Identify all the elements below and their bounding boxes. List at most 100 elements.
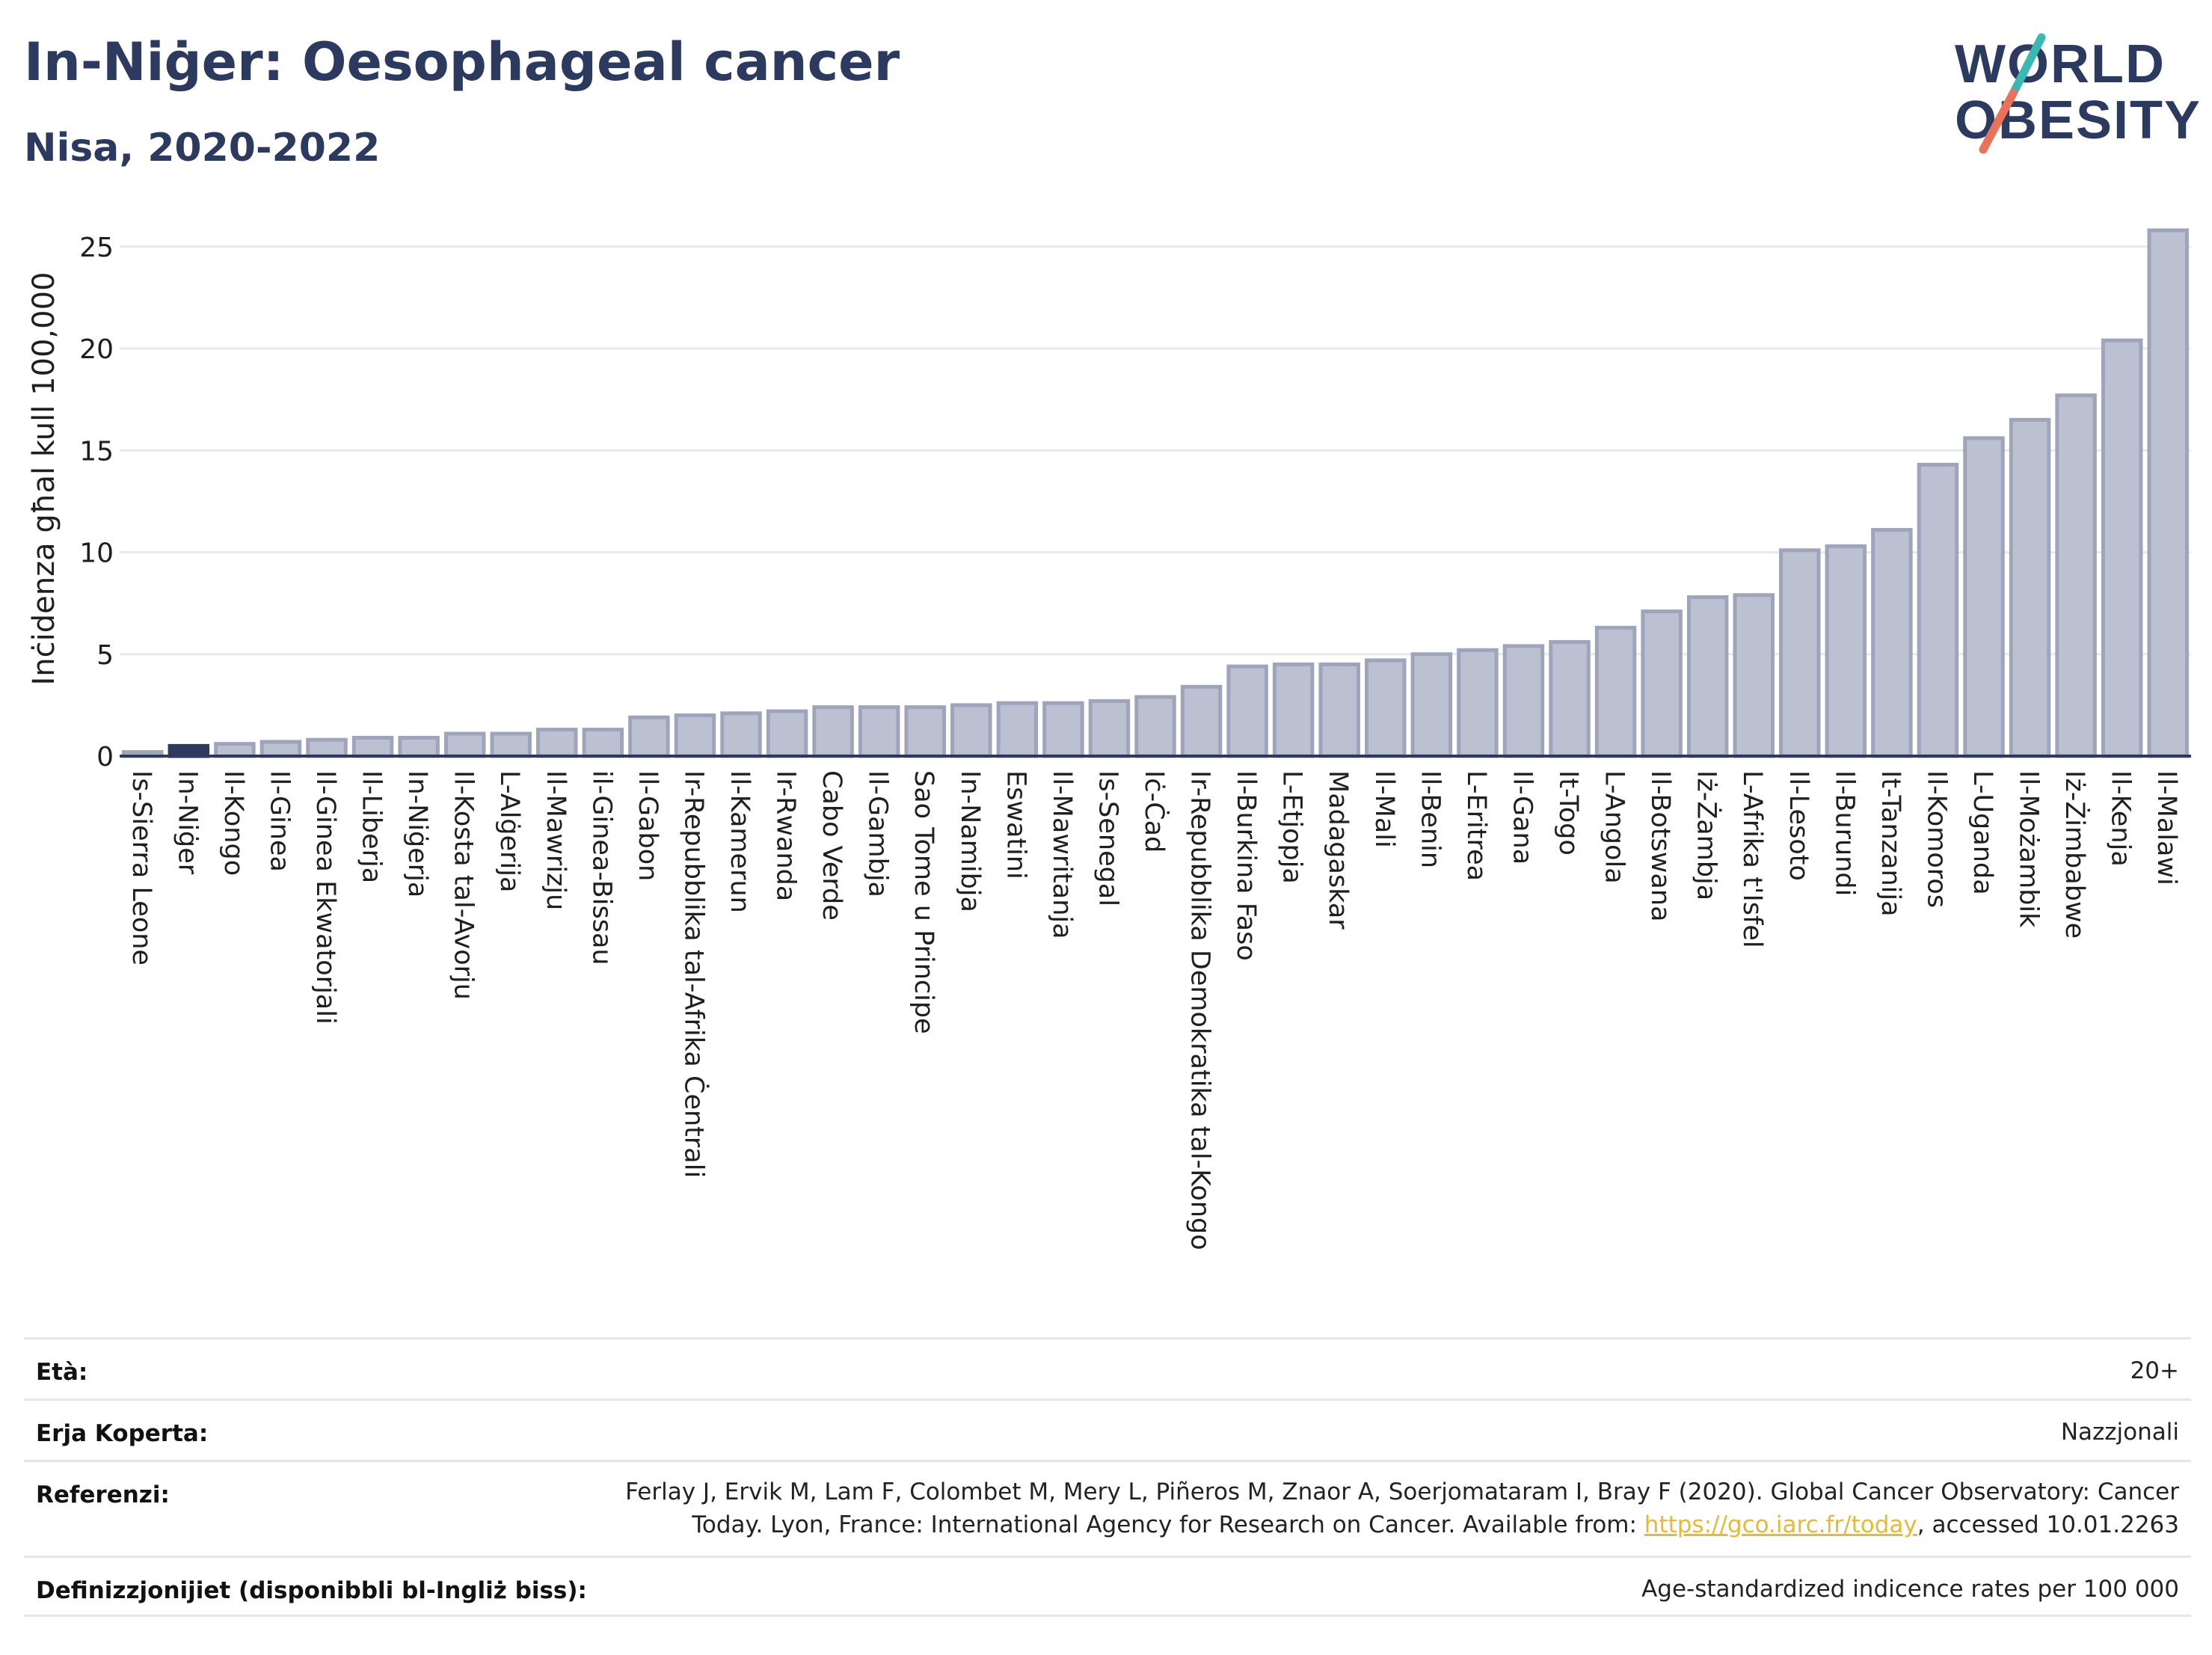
x-tick-label: Il-Komoros	[1921, 770, 1951, 908]
y-tick-label: 0	[96, 742, 114, 773]
bar	[950, 703, 992, 758]
references-text-2: Today. Lyon, France: International Agenc…	[692, 1511, 1644, 1538]
bar	[1641, 610, 1683, 758]
bar	[582, 728, 624, 758]
age-value: 20+	[2130, 1357, 2179, 1384]
x-tick-label: Il-Mawrizju	[541, 770, 571, 910]
references-link[interactable]: https://gco.iarc.fr/today	[1644, 1511, 1917, 1538]
bar	[858, 705, 900, 758]
x-tick-label: Eswatini	[1001, 770, 1030, 879]
x-tick-label: In-Niġerja	[402, 770, 432, 897]
references-text-1: Ferlay J, Ervik M, Lam F, Colombet M, Me…	[625, 1479, 2179, 1505]
page-title: In-Niġer: Oesophageal cancer	[24, 31, 900, 93]
bar	[1042, 701, 1084, 758]
bar	[1134, 695, 1176, 758]
x-tick-label: Il-Kosta tal-Avorju	[449, 770, 479, 1000]
bar	[1871, 528, 1913, 758]
bar	[1088, 698, 1131, 758]
bar	[1779, 548, 1821, 758]
bar	[628, 715, 670, 758]
bar	[490, 731, 532, 758]
x-tick-label: il-Ginea-Bissau	[586, 770, 616, 965]
bar	[1272, 662, 1315, 758]
bar-chart: 0 5 10 15 20 25 Is-Sierra Leone In-Niġer Il-Kon…	[27, 228, 2191, 1250]
bar	[306, 737, 348, 758]
x-tick-label: Ir-Repubblika tal-Afrika Ċentrali	[678, 770, 710, 1178]
world-obesity-logo: WORLD OBESITY	[1955, 33, 2199, 154]
bar	[214, 742, 256, 758]
x-tick-label: In-Namibja	[955, 770, 985, 912]
bar	[1686, 595, 1729, 758]
bar	[1917, 462, 1959, 758]
info-row-age: Età: 20+	[24, 1337, 2191, 1398]
x-tick-label: Il-Liberja	[357, 770, 387, 883]
bar	[720, 711, 762, 758]
bar	[674, 713, 716, 758]
y-tick-label: 15	[79, 436, 114, 467]
bar	[1549, 639, 1591, 758]
info-table: Età: 20+ Erja Koperta: Nazzjonali Refere…	[24, 1337, 2191, 1617]
bar	[1180, 684, 1223, 758]
x-tick-label: It-Tanzanija	[1875, 770, 1905, 917]
area-value: Nazzjonali	[2060, 1419, 2179, 1446]
bar	[812, 705, 854, 758]
bar	[2101, 338, 2143, 758]
x-tick-label: L-Uganda	[1967, 770, 1997, 895]
x-tick-label: Il-Kongo	[218, 770, 248, 876]
x-tick-label: Is-Sierra Leone	[126, 770, 156, 965]
bar	[1410, 652, 1453, 758]
x-tick-label: Il-Gambja	[863, 770, 893, 897]
bar	[536, 728, 578, 758]
bar	[1594, 625, 1637, 758]
bars	[122, 228, 2189, 758]
x-tick-label: Madagaskar	[1323, 770, 1353, 930]
bar	[398, 735, 440, 758]
logo-slash-coral	[1979, 89, 2018, 154]
x-axis-labels: Is-Sierra Leone In-Niġer Il-Kongo Il-Ginea I…	[126, 770, 2181, 1250]
area-label: Erja Koperta:	[36, 1420, 209, 1447]
x-tick-label: In-Niġer	[172, 770, 202, 875]
x-tick-label: Iż-Żimbabwe	[2059, 770, 2091, 939]
info-row-definitions: Definizzjonijiet (disponibbli bl-Ingliż …	[24, 1556, 2191, 1617]
x-tick-label: Il-Kenja	[2106, 770, 2136, 867]
x-tick-label: Ir-Rwanda	[771, 770, 801, 901]
bar	[168, 743, 210, 758]
x-tick-label: L-Eritrea	[1461, 770, 1491, 881]
bar	[1502, 644, 1545, 758]
x-tick-label: L-Alġerija	[494, 770, 524, 892]
y-tick-label: 20	[79, 334, 114, 365]
bar	[259, 740, 302, 758]
x-tick-label: Is-Senegal	[1093, 770, 1122, 906]
x-tick-label: L-Etjopja	[1277, 770, 1307, 884]
x-tick-label: Cabo Verde	[817, 770, 847, 921]
x-tick-label: Il-Burundi	[1829, 770, 1859, 896]
y-axis-title: Inċidenza għal kull 100,000	[27, 272, 61, 686]
x-tick-label: It-Togo	[1553, 770, 1583, 856]
info-row-area: Erja Koperta: Nazzjonali	[24, 1398, 2191, 1460]
x-tick-label: Il-Mawritanja	[1047, 770, 1077, 939]
x-tick-label: Il-Ginea Ekwatorjali	[310, 770, 340, 1025]
x-tick-label: Iċ-Ċad	[1139, 770, 1170, 853]
bar	[766, 709, 808, 758]
x-tick-label: L-Afrika t'Isfel	[1737, 770, 1767, 948]
x-tick-label: Il-Gabon	[633, 770, 663, 881]
x-tick-label: Sao Tome u Principe	[909, 770, 938, 1034]
definitions-value: Age-standardized indicence rates per 100…	[1641, 1576, 2179, 1603]
x-tick-label: Ir-Repubblika Demokratika tal-Kongo	[1185, 770, 1215, 1250]
info-row-references: Referenzi: Ferlay J, Ervik M, Lam F, Col…	[24, 1460, 2191, 1556]
bar	[904, 705, 946, 758]
page-subtitle: Nisa, 2020-2022	[24, 126, 381, 171]
bar	[2055, 393, 2097, 758]
x-tick-label: Iż-Żambja	[1692, 770, 1723, 900]
bar	[2147, 228, 2189, 758]
x-tick-label: Il-Burkina Faso	[1231, 770, 1261, 961]
x-tick-label: Il-Malawi	[2151, 770, 2181, 885]
bar	[1733, 593, 1775, 758]
bar	[2009, 417, 2051, 758]
bar	[1963, 436, 2005, 758]
bar	[996, 701, 1039, 758]
bar	[1318, 662, 1360, 758]
y-tick-label: 25	[79, 233, 114, 263]
bar	[1365, 658, 1407, 758]
x-tick-label: Il-Benin	[1415, 770, 1445, 868]
